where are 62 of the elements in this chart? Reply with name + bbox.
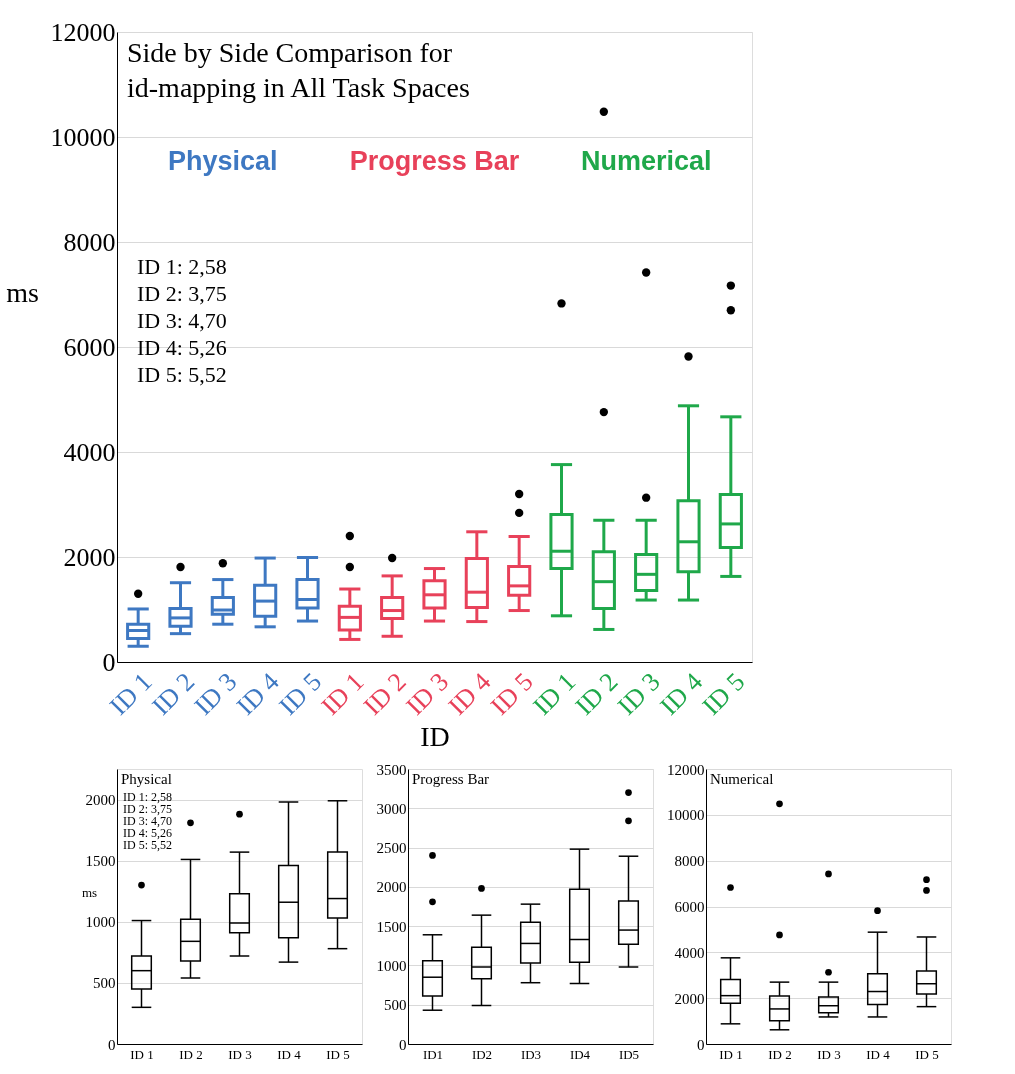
text: Numerical (580, 146, 712, 176)
y-tick-label: 4000 (63, 437, 116, 467)
y-tick-label: 2000 (85, 792, 116, 809)
y-tick-label: 1000 (85, 914, 116, 931)
y-tick-label: 12000 (667, 761, 705, 778)
annotation: ID 3: 4,70 (137, 308, 227, 333)
x-tick-label: ID 3 (817, 1046, 841, 1062)
y-tick-label: 2000 (376, 879, 407, 896)
annotation: ID 3: 4,70 (123, 814, 172, 828)
y-tick-label: 6000 (63, 332, 116, 362)
x-tick-label: ID2 (471, 1046, 493, 1062)
y-tick-label: 1000 (376, 957, 407, 974)
annotation: ID 1: 2,58 (123, 790, 172, 804)
y-tick-label: 10000 (667, 807, 705, 824)
x-tick-label: ID1 (422, 1046, 444, 1062)
annotation: ID 4: 5,26 (123, 826, 172, 840)
x-tick-label: ID 5 (915, 1046, 939, 1062)
y-tick-label: 2000 (63, 542, 116, 572)
x-tick-label: ID 3 (228, 1046, 252, 1062)
annotation: ID 5: 5,52 (123, 838, 172, 852)
annotation: ID 2: 3,75 (123, 802, 172, 816)
y-tick-label: 2500 (376, 840, 407, 857)
x-tick-label: ID 2 (179, 1046, 203, 1062)
y-tick-label: 0 (102, 647, 116, 677)
text: Physical (168, 146, 278, 176)
y-tick-label: 0 (399, 1036, 407, 1053)
x-tick-label: ID 5 (326, 1046, 350, 1062)
y-tick-label: 8000 (674, 853, 705, 870)
x-axis-title: ID (420, 721, 450, 753)
y-tick-label: 12000 (50, 17, 116, 47)
x-tick-label: ID 2 (768, 1046, 792, 1062)
annotation: ID 4: 5,26 (137, 335, 227, 360)
x-tick-label: ID 4 (866, 1046, 891, 1062)
y-tick-label: 500 (93, 975, 116, 992)
y-tick-label: 3500 (376, 761, 407, 778)
y-tick-label: 8000 (63, 227, 116, 257)
chart-title: Numerical (710, 771, 774, 787)
x-tick-label: ID 4 (277, 1046, 302, 1062)
x-tick-label: ID 1 (719, 1046, 743, 1062)
annotation: ID 2: 3,75 (137, 281, 227, 306)
y-tick-label: 0 (697, 1036, 705, 1053)
chart-title: Progress Bar (412, 771, 490, 787)
y-tick-label: 3000 (376, 800, 407, 817)
annotation: ID 5: 5,52 (137, 362, 227, 387)
y-axis-title: ms (81, 884, 98, 900)
x-tick-label: ID3 (520, 1046, 542, 1062)
text: Side by Side Comparison for id-mapping in All Task Spaces (127, 37, 470, 103)
y-tick-label: 500 (384, 997, 407, 1014)
annotation: ID 1: 2,58 (137, 254, 227, 279)
x-tick-label: ID5 (618, 1046, 640, 1062)
chart-title: Physical (121, 771, 172, 787)
x-tick-label: ID4 (569, 1046, 591, 1062)
y-tick-label: 1500 (85, 853, 116, 870)
y-axis-title: ms (6, 276, 39, 308)
text: Progress Bar (349, 146, 520, 176)
y-tick-label: 1500 (376, 918, 407, 935)
y-tick-label: 0 (108, 1036, 116, 1053)
x-tick-label: ID 1 (130, 1046, 154, 1062)
y-tick-label: 4000 (674, 944, 705, 961)
y-tick-label: 2000 (674, 990, 705, 1007)
y-tick-label: 10000 (50, 122, 116, 152)
y-tick-label: 6000 (674, 899, 705, 915)
